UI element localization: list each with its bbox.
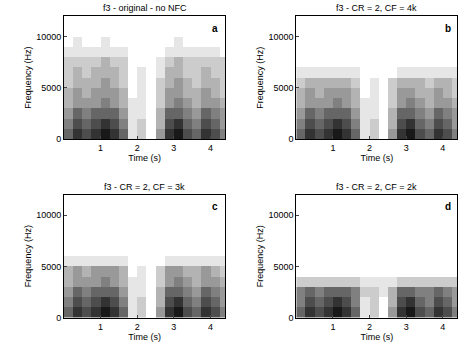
svg-text:Time (s): Time (s)	[128, 153, 161, 163]
svg-text:0: 0	[56, 134, 61, 144]
svg-text:1: 1	[98, 322, 103, 332]
svg-text:0: 0	[56, 313, 61, 323]
svg-text:a: a	[212, 23, 218, 34]
svg-text:5000: 5000	[41, 83, 61, 93]
svg-text:10000: 10000	[36, 210, 61, 220]
svg-text:f3 - CR = 2, CF = 4k: f3 - CR = 2, CF = 4k	[336, 3, 417, 13]
svg-text:5000: 5000	[273, 262, 293, 272]
svg-text:2: 2	[367, 143, 372, 153]
svg-text:b: b	[445, 23, 451, 34]
svg-text:Frequency (Hz): Frequency (Hz)	[23, 47, 33, 109]
svg-text:f3 - CR = 2, CF = 2k: f3 - CR = 2, CF = 2k	[336, 182, 417, 192]
svg-text:10000: 10000	[268, 210, 293, 220]
svg-text:Time (s): Time (s)	[360, 153, 393, 163]
svg-text:Time (s): Time (s)	[360, 332, 393, 342]
svg-text:10000: 10000	[268, 32, 293, 42]
svg-text:2: 2	[135, 143, 140, 153]
svg-text:2: 2	[135, 322, 140, 332]
svg-text:3: 3	[404, 143, 409, 153]
svg-text:1: 1	[330, 322, 335, 332]
svg-text:5000: 5000	[41, 262, 61, 272]
svg-text:2: 2	[367, 322, 372, 332]
svg-text:4: 4	[208, 143, 213, 153]
svg-text:1: 1	[98, 143, 103, 153]
svg-text:4: 4	[208, 322, 213, 332]
svg-text:3: 3	[171, 322, 176, 332]
svg-text:5000: 5000	[273, 83, 293, 93]
svg-text:Frequency (Hz): Frequency (Hz)	[23, 225, 33, 287]
svg-text:0: 0	[288, 134, 293, 144]
svg-text:Time (s): Time (s)	[128, 332, 161, 342]
svg-text:1: 1	[330, 143, 335, 153]
svg-text:3: 3	[404, 322, 409, 332]
svg-text:f3 - original - no NFC: f3 - original - no NFC	[103, 3, 187, 13]
svg-text:3: 3	[171, 143, 176, 153]
svg-text:Frequency (Hz): Frequency (Hz)	[255, 225, 265, 287]
svg-text:c: c	[212, 201, 218, 212]
svg-text:d: d	[445, 201, 451, 212]
svg-text:f3 - CR = 2, CF = 3k: f3 - CR = 2, CF = 3k	[104, 182, 185, 192]
svg-text:0: 0	[288, 313, 293, 323]
svg-text:4: 4	[440, 143, 445, 153]
svg-text:Frequency (Hz): Frequency (Hz)	[255, 47, 265, 109]
svg-text:10000: 10000	[36, 32, 61, 42]
svg-text:4: 4	[440, 322, 445, 332]
